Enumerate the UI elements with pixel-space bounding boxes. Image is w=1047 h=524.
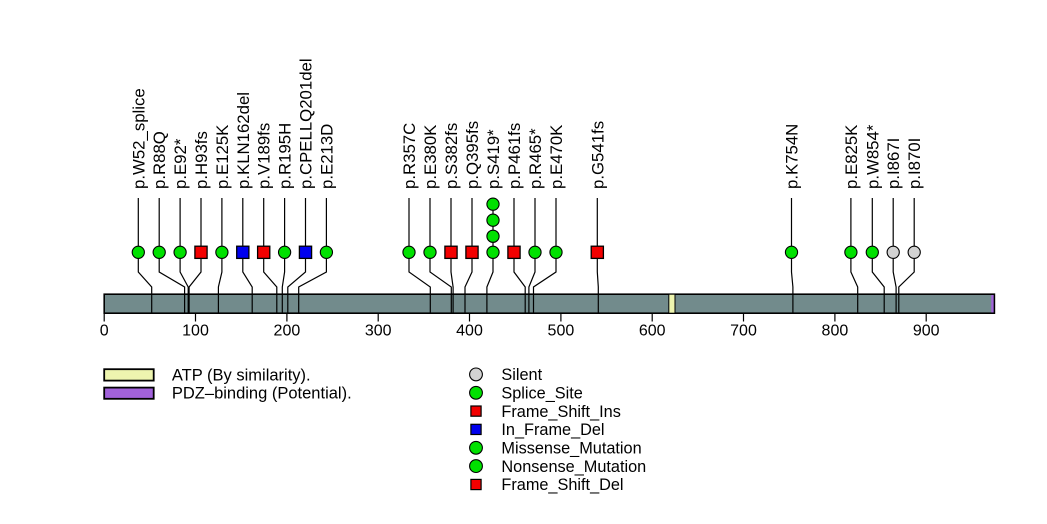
svg-text:p.E92*: p.E92* (171, 138, 190, 189)
svg-text:500: 500 (548, 323, 575, 340)
svg-text:Missense_Mutation: Missense_Mutation (501, 440, 641, 458)
svg-text:p.Q395fs: p.Q395fs (463, 121, 482, 189)
svg-text:p.R465*: p.R465* (526, 128, 545, 189)
svg-text:Splice_Site: Splice_Site (501, 384, 582, 402)
svg-text:700: 700 (730, 323, 757, 340)
svg-text:p.E470K: p.E470K (547, 125, 566, 189)
svg-text:0: 0 (100, 323, 109, 340)
svg-text:p.P461fs: p.P461fs (505, 123, 524, 189)
svg-text:Silent: Silent (501, 366, 542, 384)
svg-text:p.E125K: p.E125K (213, 125, 232, 189)
svg-text:Frame_Shift_Del: Frame_Shift_Del (501, 476, 623, 494)
svg-text:p.H93fs: p.H93fs (192, 131, 211, 189)
svg-text:p.KLN162del: p.KLN162del (234, 92, 253, 189)
svg-text:Nonsense_Mutation: Nonsense_Mutation (501, 458, 646, 476)
svg-text:p.V189fs: p.V189fs (255, 123, 274, 189)
svg-text:100: 100 (182, 323, 209, 340)
svg-text:200: 200 (274, 323, 301, 340)
svg-text:p.I870I: p.I870I (905, 138, 924, 189)
svg-text:p.G541fs: p.G541fs (588, 121, 607, 189)
svg-text:p.E380K: p.E380K (421, 125, 440, 189)
svg-text:p.R357C: p.R357C (400, 123, 419, 189)
svg-text:p.K754N: p.K754N (783, 124, 802, 189)
svg-text:p.R195H: p.R195H (276, 123, 295, 189)
svg-text:PDZ–binding (Potential).: PDZ–binding (Potential). (172, 384, 352, 402)
svg-text:p.W52_splice: p.W52_splice (129, 88, 148, 189)
svg-text:p.W854*: p.W854* (863, 124, 882, 189)
svg-text:p.CPELLQ201del: p.CPELLQ201del (297, 58, 316, 189)
svg-text:p.E825K: p.E825K (842, 125, 861, 189)
svg-text:p.S419*: p.S419* (484, 129, 503, 189)
svg-text:p.S382fs: p.S382fs (442, 123, 461, 189)
svg-text:ATP (By similarity).: ATP (By similarity). (172, 366, 311, 384)
svg-text:In_Frame_Del: In_Frame_Del (501, 421, 604, 439)
svg-text:900: 900 (913, 323, 940, 340)
svg-text:400: 400 (456, 323, 483, 340)
svg-text:800: 800 (822, 323, 849, 340)
svg-text:600: 600 (639, 323, 666, 340)
svg-text:300: 300 (365, 323, 392, 340)
svg-text:p.E213D: p.E213D (317, 124, 336, 189)
svg-text:p.R88Q: p.R88Q (150, 131, 169, 189)
svg-text:p.I867I: p.I867I (884, 138, 903, 189)
svg-text:Frame_Shift_Ins: Frame_Shift_Ins (501, 403, 620, 421)
